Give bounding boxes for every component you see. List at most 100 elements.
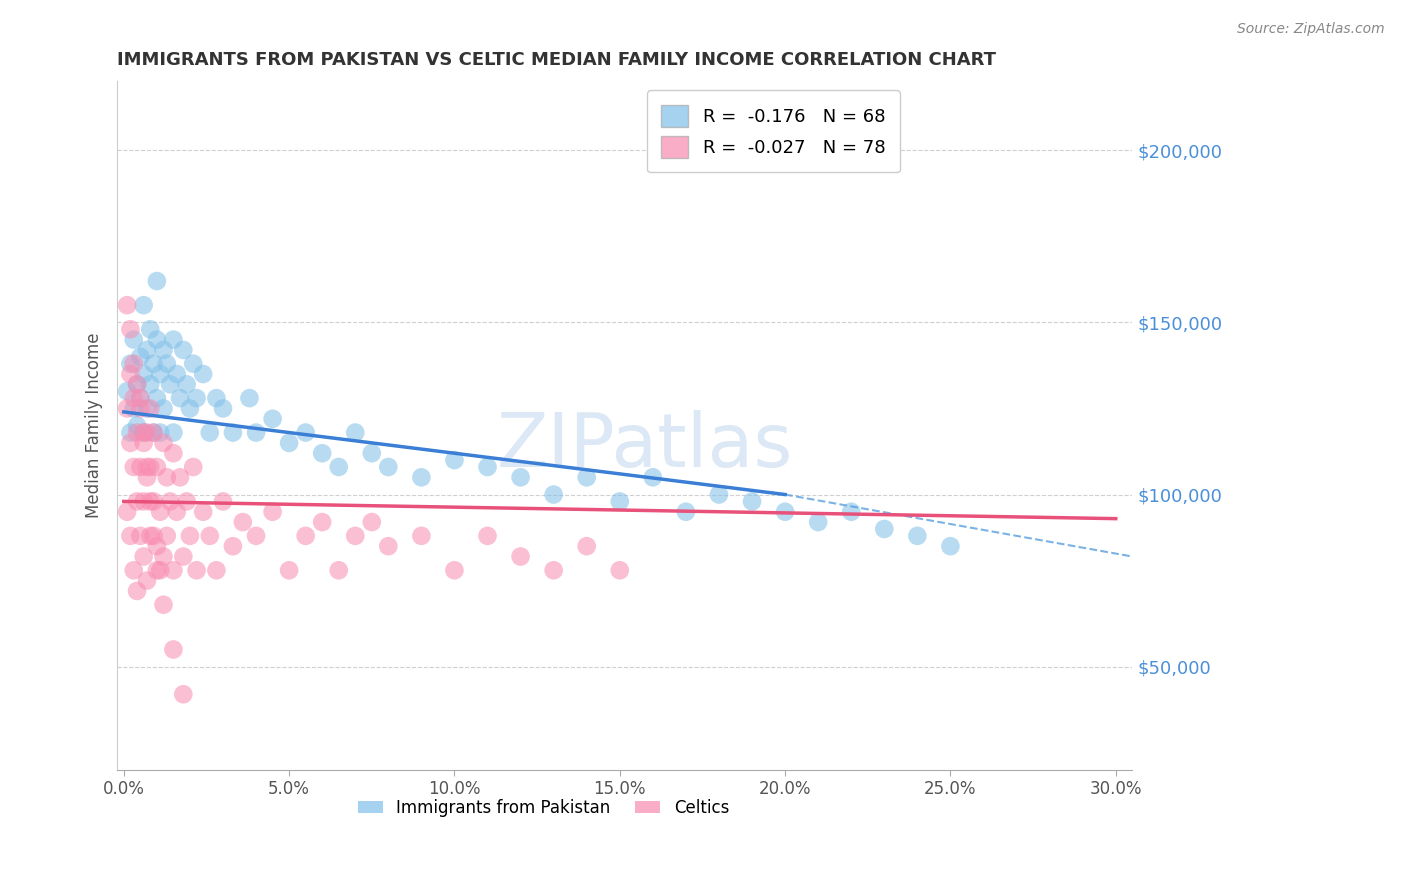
Point xyxy=(136,401,159,416)
Point xyxy=(132,494,155,508)
Point xyxy=(152,436,174,450)
Point xyxy=(129,350,152,364)
Point xyxy=(411,529,433,543)
Point xyxy=(212,494,235,508)
Point xyxy=(509,470,531,484)
Point xyxy=(146,539,169,553)
Point xyxy=(222,539,245,553)
Point xyxy=(176,494,198,508)
Point xyxy=(609,494,631,508)
Point xyxy=(120,367,142,381)
Point xyxy=(262,505,284,519)
Point xyxy=(360,515,382,529)
Point xyxy=(146,460,169,475)
Point xyxy=(477,460,499,475)
Point xyxy=(166,367,188,381)
Point xyxy=(156,357,179,371)
Point xyxy=(120,322,142,336)
Point xyxy=(179,529,201,543)
Point xyxy=(575,470,598,484)
Point xyxy=(136,470,159,484)
Point xyxy=(939,539,962,553)
Point xyxy=(129,391,152,405)
Point xyxy=(232,515,254,529)
Point xyxy=(443,563,465,577)
Point xyxy=(641,470,664,484)
Y-axis label: Median Family Income: Median Family Income xyxy=(86,333,103,518)
Point xyxy=(172,343,194,357)
Point xyxy=(142,425,165,440)
Point xyxy=(294,425,316,440)
Point xyxy=(125,583,148,598)
Point xyxy=(477,529,499,543)
Point xyxy=(311,446,333,460)
Point xyxy=(212,401,235,416)
Point xyxy=(149,367,172,381)
Point xyxy=(122,460,145,475)
Point xyxy=(509,549,531,564)
Point xyxy=(132,367,155,381)
Point xyxy=(125,425,148,440)
Point xyxy=(205,391,228,405)
Point xyxy=(122,391,145,405)
Point xyxy=(159,494,181,508)
Point xyxy=(262,411,284,425)
Point xyxy=(152,598,174,612)
Point xyxy=(344,529,367,543)
Point xyxy=(176,377,198,392)
Point xyxy=(328,460,350,475)
Point xyxy=(179,401,201,416)
Point xyxy=(136,460,159,475)
Point xyxy=(142,425,165,440)
Point xyxy=(139,377,162,392)
Point xyxy=(162,425,184,440)
Point xyxy=(278,436,301,450)
Point xyxy=(162,446,184,460)
Point xyxy=(115,401,138,416)
Point xyxy=(125,377,148,392)
Point xyxy=(125,377,148,392)
Point xyxy=(146,333,169,347)
Point xyxy=(156,529,179,543)
Point xyxy=(115,384,138,399)
Point xyxy=(120,436,142,450)
Point xyxy=(191,367,214,381)
Point xyxy=(142,357,165,371)
Point xyxy=(238,391,260,405)
Point xyxy=(411,470,433,484)
Point xyxy=(152,401,174,416)
Point xyxy=(149,563,172,577)
Point xyxy=(278,563,301,577)
Point xyxy=(222,425,245,440)
Point xyxy=(132,425,155,440)
Point xyxy=(905,529,928,543)
Point xyxy=(707,487,730,501)
Point xyxy=(129,529,152,543)
Point xyxy=(149,505,172,519)
Point xyxy=(166,505,188,519)
Legend: Immigrants from Pakistan, Celtics: Immigrants from Pakistan, Celtics xyxy=(352,792,735,823)
Point xyxy=(773,505,796,519)
Point xyxy=(543,487,565,501)
Point xyxy=(807,515,830,529)
Point xyxy=(377,460,399,475)
Point xyxy=(172,687,194,701)
Point xyxy=(139,494,162,508)
Point xyxy=(294,529,316,543)
Point xyxy=(132,436,155,450)
Point xyxy=(142,494,165,508)
Text: ZIPatlas: ZIPatlas xyxy=(496,409,793,483)
Point xyxy=(311,515,333,529)
Point xyxy=(328,563,350,577)
Point xyxy=(198,425,221,440)
Point xyxy=(120,357,142,371)
Point xyxy=(609,563,631,577)
Point xyxy=(191,505,214,519)
Point xyxy=(120,425,142,440)
Point xyxy=(136,343,159,357)
Point xyxy=(181,357,204,371)
Point xyxy=(139,401,162,416)
Point xyxy=(122,333,145,347)
Point xyxy=(132,425,155,440)
Point xyxy=(741,494,763,508)
